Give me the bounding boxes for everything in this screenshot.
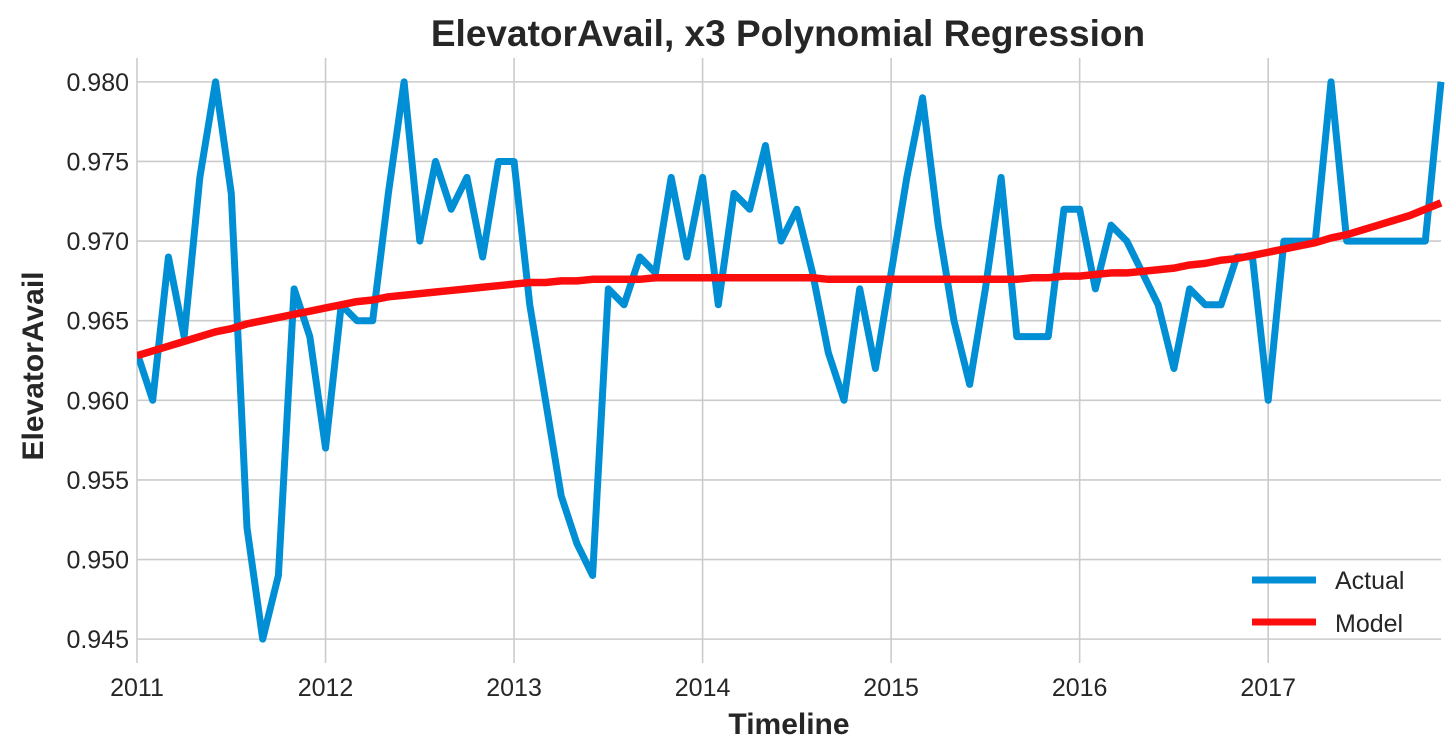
legend-label-actual: Actual — [1335, 567, 1404, 595]
series-line-model — [137, 199, 1443, 360]
x-tick-label: 2012 — [298, 674, 354, 702]
y-tick-label: 0.950 — [66, 547, 129, 575]
x-axis-ticks: 2011 2012 2013 2014 2015 2016 2017 — [110, 674, 1296, 702]
x-tick-label: 2016 — [1052, 674, 1108, 702]
y-tick-label: 0.980 — [66, 69, 129, 97]
y-tick-label: 0.965 — [66, 308, 129, 336]
y-tick-label: 0.970 — [66, 228, 129, 256]
x-tick-label: 2013 — [486, 674, 542, 702]
y-axis-ticks: 0.945 0.950 0.955 0.960 0.965 0.970 0.975 0.980 — [66, 69, 129, 654]
series-lines — [137, 78, 1445, 643]
x-axis-label: Timeline — [728, 708, 849, 741]
y-tick-label: 0.960 — [66, 387, 129, 415]
x-tick-label: 2017 — [1240, 674, 1296, 702]
series-line-actual — [137, 78, 1445, 643]
y-axis-label: ElevatorAvail — [17, 272, 50, 461]
legend-label-model: Model — [1335, 610, 1403, 638]
x-tick-label: 2014 — [675, 674, 731, 702]
x-tick-label: 2011 — [110, 674, 164, 702]
legend: Actual Model — [1252, 567, 1404, 638]
chart-title: ElevatorAvail, x3 Polynomial Regression — [431, 13, 1145, 54]
y-tick-label: 0.955 — [66, 467, 129, 495]
y-tick-label: 0.945 — [66, 626, 129, 654]
y-tick-label: 0.975 — [66, 148, 129, 176]
x-tick-label: 2015 — [863, 674, 919, 702]
